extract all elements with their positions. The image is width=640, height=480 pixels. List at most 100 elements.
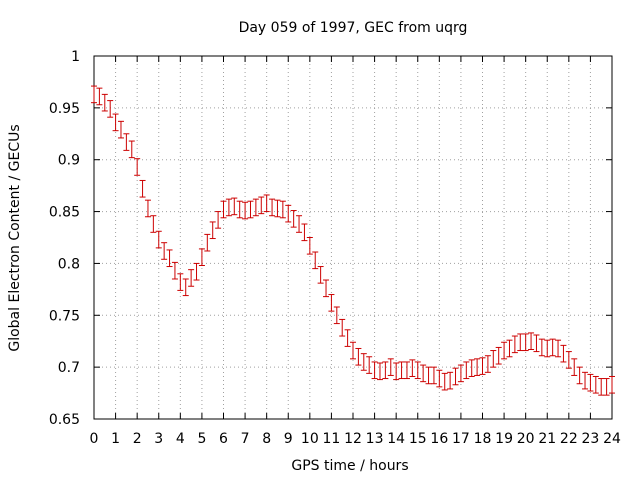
- x-tick-label: 16: [430, 431, 448, 447]
- x-tick-labels: 0 1 2 3 4 5 6 7 8 9 10 11 12 13 14 15 16 17 18 19 20 21 22 23 24: [90, 431, 621, 447]
- data-point: [398, 361, 405, 380]
- data-point: [479, 357, 486, 375]
- data-point: [171, 261, 178, 280]
- data-point: [198, 248, 205, 267]
- data-point: [279, 200, 286, 219]
- data-point: [252, 198, 259, 217]
- x-tick-label: 15: [409, 431, 427, 447]
- x-tick-label: 10: [301, 431, 319, 447]
- data-point: [555, 339, 562, 358]
- data-point: [134, 158, 141, 176]
- data-point: [155, 230, 162, 249]
- data-series: [91, 85, 615, 396]
- data-point: [463, 361, 470, 380]
- data-point: [101, 93, 108, 112]
- data-point: [188, 269, 195, 287]
- data-point: [436, 369, 443, 388]
- y-tick-label: 0.8: [58, 256, 80, 272]
- data-point: [582, 371, 589, 390]
- data-point: [242, 201, 249, 220]
- data-point: [333, 306, 340, 325]
- data-point: [220, 200, 227, 219]
- data-point: [177, 273, 184, 291]
- data-point: [166, 249, 173, 268]
- data-point: [258, 196, 265, 215]
- axis-ticks: [93, 55, 613, 420]
- y-axis-label: Global Electron Content / GECUs: [7, 124, 23, 351]
- data-point: [182, 278, 189, 297]
- x-tick-label: 23: [582, 431, 600, 447]
- y-tick-label: 1: [71, 49, 80, 65]
- data-point: [323, 279, 330, 298]
- data-point: [328, 294, 335, 312]
- data-point: [263, 194, 270, 213]
- x-tick-label: 2: [133, 431, 142, 447]
- x-tick-label: 21: [538, 431, 556, 447]
- y-tick-label: 0.7: [58, 360, 80, 376]
- grid-lines: [94, 56, 612, 419]
- data-point: [501, 341, 508, 360]
- x-tick-label: 5: [197, 431, 206, 447]
- data-point: [403, 361, 410, 380]
- y-tick-label: 0.65: [49, 412, 80, 428]
- data-point: [225, 198, 232, 217]
- x-tick-label: 19: [495, 431, 513, 447]
- data-point: [603, 378, 610, 396]
- data-point: [484, 355, 491, 373]
- data-point: [350, 341, 356, 360]
- y-tick-label: 0.85: [49, 205, 80, 221]
- x-tick-label: 1: [111, 431, 120, 447]
- data-point: [528, 332, 535, 351]
- data-point: [517, 333, 524, 352]
- x-tick-label: 4: [176, 431, 185, 447]
- data-point: [306, 237, 313, 255]
- data-point: [420, 364, 427, 383]
- x-tick-label: 8: [262, 431, 271, 447]
- data-point: [490, 350, 497, 368]
- data-point: [393, 362, 400, 381]
- data-point: [592, 375, 599, 394]
- x-tick-label: 6: [219, 431, 228, 447]
- data-point: [560, 344, 567, 363]
- x-tick-label: 17: [452, 431, 470, 447]
- x-axis-label: GPS time / hours: [291, 458, 408, 474]
- data-point: [382, 361, 389, 380]
- data-point: [144, 199, 151, 218]
- data-point: [441, 372, 448, 391]
- data-point: [209, 221, 216, 240]
- data-point: [387, 358, 394, 376]
- data-point: [269, 198, 276, 217]
- data-point: [366, 356, 373, 374]
- y-tick-labels: 0.65 0.7 0.75 0.8 0.85 0.9 0.95 1: [49, 49, 80, 428]
- x-tick-label: 11: [323, 431, 341, 447]
- data-point: [274, 199, 281, 218]
- data-point: [409, 359, 416, 377]
- data-point: [91, 85, 97, 104]
- x-tick-label: 18: [474, 431, 492, 447]
- data-point: [236, 200, 243, 219]
- data-point: [511, 335, 518, 354]
- x-tick-label: 24: [603, 431, 621, 447]
- data-point: [474, 358, 481, 376]
- data-point: [544, 339, 551, 358]
- data-point: [285, 204, 292, 223]
- x-tick-label: 12: [344, 431, 362, 447]
- data-point: [587, 373, 594, 392]
- data-point: [371, 361, 378, 380]
- data-point: [522, 333, 529, 352]
- data-point: [296, 215, 303, 233]
- data-point: [161, 242, 168, 260]
- data-point: [360, 353, 367, 371]
- data-point: [139, 179, 146, 198]
- data-point: [344, 329, 351, 347]
- data-point: [107, 100, 114, 118]
- data-point: [549, 338, 556, 357]
- x-tick-label: 20: [517, 431, 535, 447]
- data-point: [598, 378, 605, 396]
- data-point: [112, 113, 119, 132]
- data-point: [317, 266, 324, 284]
- data-point: [117, 120, 124, 139]
- data-point: [414, 361, 421, 380]
- data-point: [538, 338, 545, 357]
